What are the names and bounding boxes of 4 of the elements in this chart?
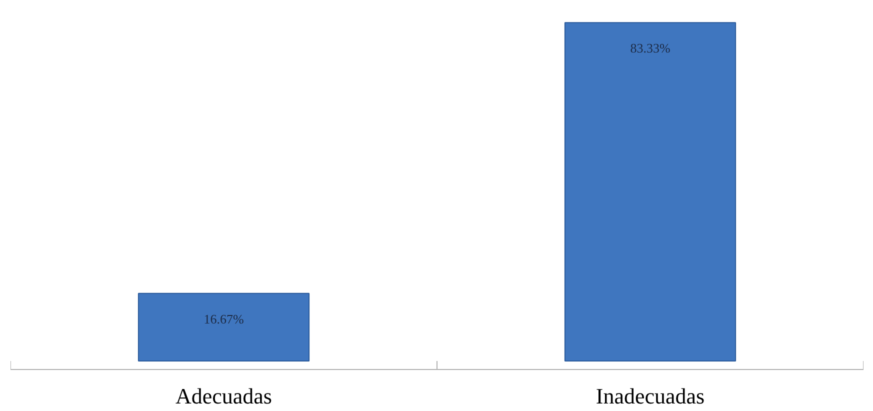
x-tick-label: Inadecuadas	[596, 384, 705, 408]
data-label: 16.67%	[204, 311, 244, 326]
data-label: 83.33%	[630, 40, 670, 56]
x-tick-label: Adecuadas	[175, 384, 272, 408]
